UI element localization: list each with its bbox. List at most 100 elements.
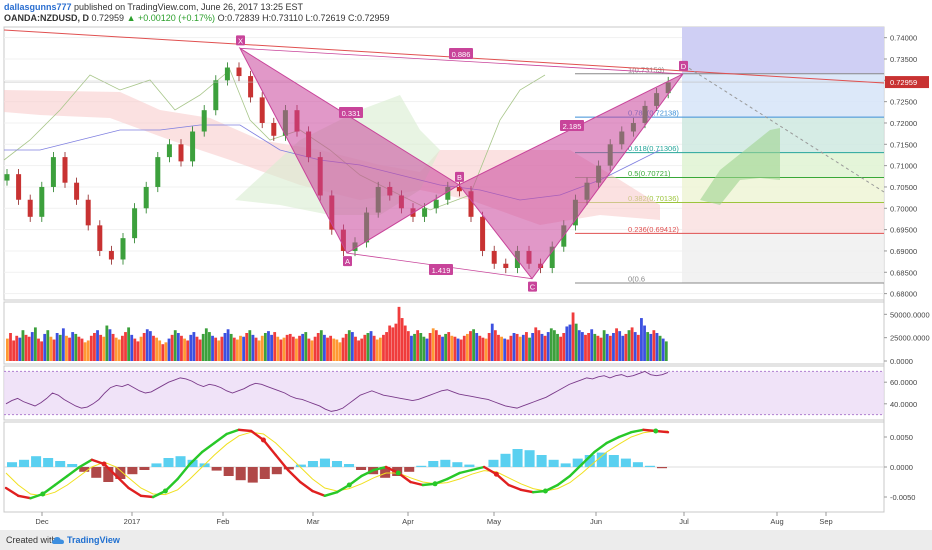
volume-bar (30, 332, 34, 361)
macd-histogram-bar (620, 458, 631, 467)
candle-body (50, 157, 56, 187)
volume-bar (270, 334, 273, 361)
volume-bar (344, 333, 348, 361)
price-tick-label: 0.73500 (890, 55, 917, 64)
volume-tick-label: 25000.0000 (890, 334, 930, 343)
macd-histogram-bar (79, 467, 90, 472)
volume-bar (173, 330, 177, 361)
time-tick-label: Dec (35, 517, 49, 526)
pattern-ratio-box (339, 107, 363, 118)
macd-line-segment (360, 468, 375, 478)
macd-line-segment (188, 450, 204, 466)
volume-bar (313, 336, 317, 361)
volume-bar (553, 330, 556, 361)
volume-bar (96, 330, 99, 361)
volume-bar (394, 323, 398, 361)
macd-histogram-bar (356, 467, 367, 470)
volume-bar (136, 341, 140, 361)
volume-bar (291, 336, 295, 361)
volume-bar (148, 331, 152, 361)
volume-bar (46, 330, 50, 361)
fib-level-label: 0.618(0.71306) (628, 144, 679, 153)
volume-bar (86, 340, 90, 361)
volume-bar (214, 337, 218, 361)
price-tick-label: 0.69000 (890, 247, 917, 256)
footer-bar: Created with TradingView (0, 530, 932, 550)
macd-line-segment (446, 471, 461, 481)
volume-bar (571, 312, 575, 361)
volume-bar (130, 334, 134, 361)
macd-line-segment (409, 480, 425, 487)
candle-body (97, 225, 103, 251)
candle-body (433, 199, 439, 209)
macd-histogram-bar (127, 467, 138, 475)
volume-bar (450, 335, 454, 361)
volume-bar (534, 327, 538, 361)
author-name[interactable]: dallasgunns777 (4, 2, 72, 12)
volume-bar (232, 337, 236, 361)
volume-bar (145, 329, 149, 361)
macd-histogram-bar (440, 459, 451, 467)
fib-zone (682, 233, 884, 283)
pattern-point-label: C (530, 283, 536, 292)
price-tick-label: 0.72000 (890, 119, 917, 128)
volume-bar (12, 340, 16, 361)
volume-bar (273, 332, 277, 361)
volume-bar (605, 333, 609, 361)
volume-bar (490, 323, 494, 361)
volume-bar (108, 329, 112, 361)
volume-bar (512, 333, 516, 361)
pattern-point-label: A (345, 257, 350, 266)
volume-bar (24, 334, 28, 361)
macd-line-segment (311, 489, 326, 497)
macd-histogram-bar (644, 465, 655, 467)
macd-cross-dot (432, 481, 438, 487)
candle-body (248, 76, 254, 98)
volume-bar (363, 334, 367, 361)
pattern-ratio-label: 2.185 (563, 122, 582, 131)
rsi-tick-label: 40.0000 (890, 400, 917, 409)
macd-histogram-bar (596, 452, 607, 467)
tradingview-cloud-icon (52, 536, 64, 544)
tradingview-brand[interactable]: TradingView (52, 530, 120, 550)
volume-bar (279, 339, 283, 361)
volume-bar (549, 328, 553, 361)
candle-body (480, 216, 486, 251)
macd-histogram-bar (560, 463, 571, 467)
macd-line-segment (372, 465, 388, 472)
macd-line-segment (225, 428, 241, 436)
volume-bar (403, 325, 407, 361)
volume-bar (99, 334, 103, 361)
volume-bar (298, 335, 301, 361)
volume-bar (89, 335, 93, 361)
macd-line-segment (127, 486, 143, 497)
pattern-ratio-label: 0.331 (342, 109, 361, 118)
volume-bar (77, 336, 81, 361)
macd-line-segment (323, 491, 339, 497)
candle-body (213, 80, 219, 111)
macd-tick-label: -0.0050 (890, 493, 915, 502)
fib-level-label: 0.382(0.70136) (628, 194, 679, 203)
price-tick-label: 0.71000 (890, 162, 917, 171)
macd-line-segment (580, 450, 596, 466)
time-tick-label: Apr (402, 517, 414, 526)
volume-bar (584, 334, 587, 361)
macd-histogram-bar (235, 467, 246, 481)
time-tick-label: May (487, 517, 501, 526)
rsi-tick-label: 60.0000 (890, 378, 917, 387)
macd-histogram-bar (247, 467, 258, 483)
macd-line-segment (213, 432, 228, 445)
macd-line-segment (200, 441, 216, 454)
time-tick-label: Sep (819, 517, 832, 526)
volume-bar (649, 333, 653, 361)
macd-line-segment (115, 474, 130, 490)
volume-bar (664, 341, 668, 361)
volume-bar (155, 337, 158, 361)
candle-body (143, 186, 149, 209)
macd-histogram-bar (283, 467, 294, 470)
fib-zone (682, 117, 884, 153)
volume-bar (33, 327, 37, 361)
volume-tick-label: 0.0000 (890, 357, 913, 366)
macd-line-segment (53, 474, 69, 487)
